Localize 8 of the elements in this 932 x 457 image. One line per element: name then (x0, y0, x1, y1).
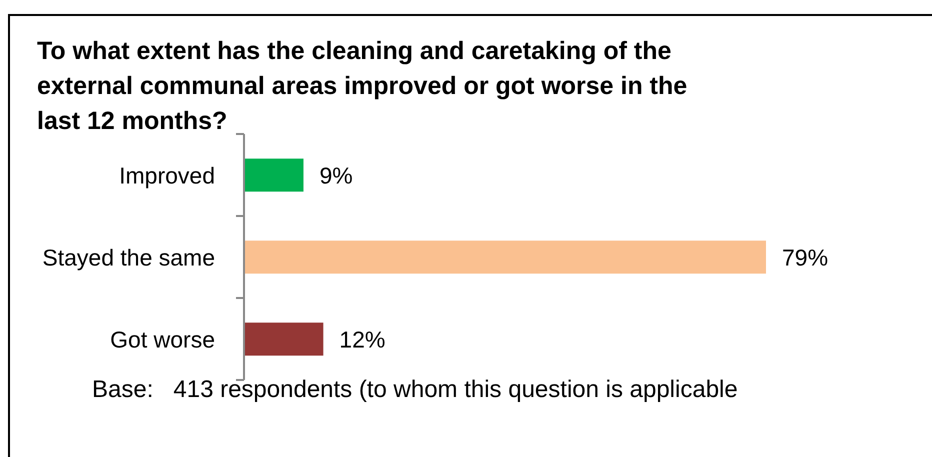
data-label: 9% (319, 162, 353, 188)
chart-title: To what extent has the cleaning and caretaking of the external communal areas improved or got worse in the last 12 months? (37, 36, 688, 137)
y-tick-label: Improved (119, 162, 215, 188)
annotation: Base: 413 respondents (to whom this question is applicable (92, 376, 738, 404)
data-label: 12% (339, 326, 386, 352)
y-tick-label: Got worse (110, 326, 215, 352)
y-tick-label: Stayed the same (42, 244, 215, 270)
data-label: 79% (782, 244, 828, 270)
